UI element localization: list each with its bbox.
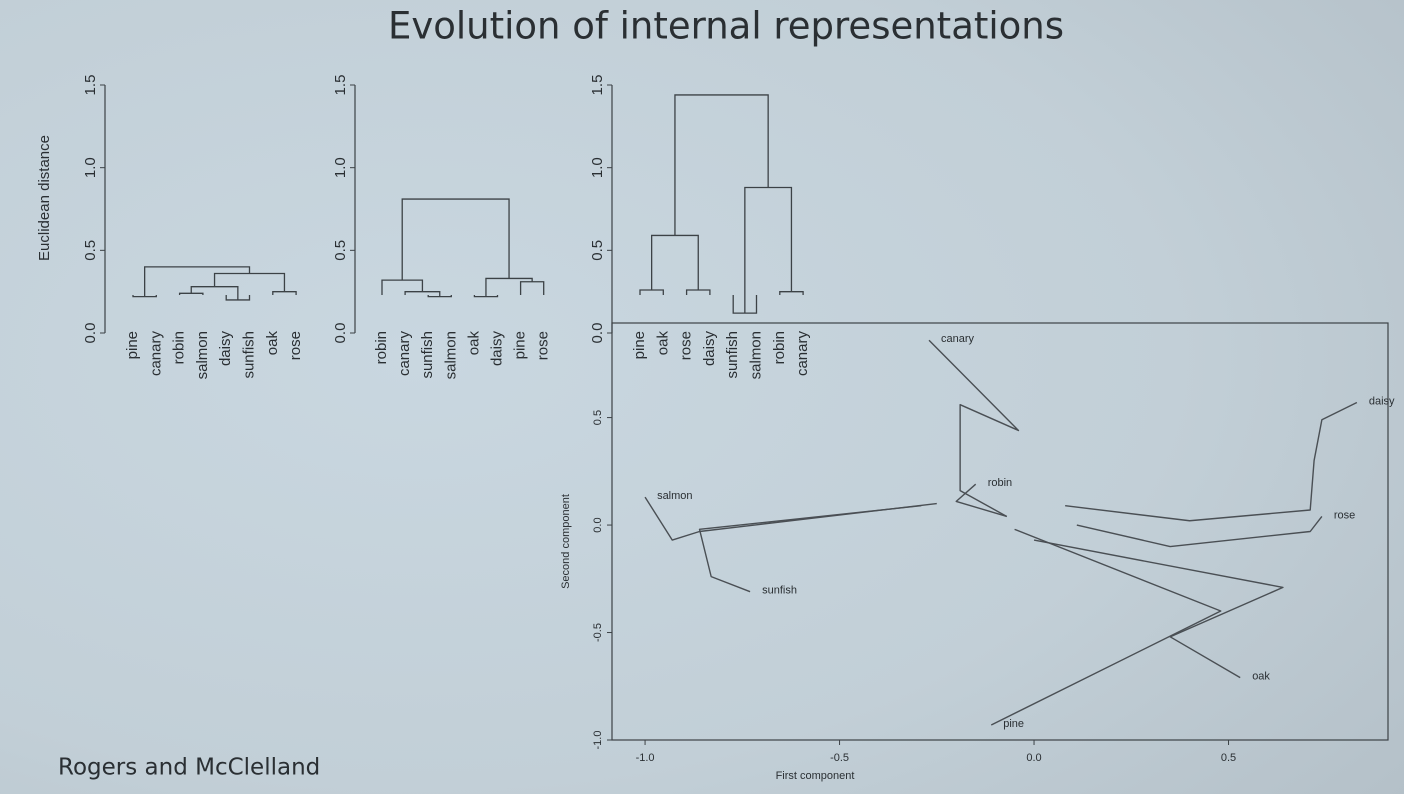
x-axis-label: First component bbox=[776, 770, 855, 782]
dendrogram-link bbox=[519, 281, 545, 295]
leaf-label: robin bbox=[171, 331, 188, 364]
trajectory-label: daisy bbox=[1369, 395, 1395, 407]
dendrogram-link bbox=[401, 198, 510, 281]
y-tick-label: 1.0 bbox=[332, 157, 349, 178]
dendrogram-link bbox=[144, 266, 251, 297]
leaf-label: daisy bbox=[488, 331, 505, 367]
leaf-label: rose bbox=[678, 331, 695, 360]
leaf-label: pine bbox=[631, 331, 648, 359]
dendrogram-link bbox=[132, 295, 157, 298]
leaf-label: sunfish bbox=[240, 331, 257, 379]
x-tick-label: -1.0 bbox=[636, 752, 655, 764]
trajectory-label: canary bbox=[941, 333, 975, 345]
trajectory-label: rose bbox=[1334, 509, 1355, 521]
x-tick-label: -0.5 bbox=[830, 752, 849, 764]
leaf-label: canary bbox=[147, 331, 164, 377]
leaf-label: oak bbox=[264, 331, 281, 356]
y-axis-label: Euclidean distance bbox=[36, 135, 53, 261]
x-tick-label: 0.5 bbox=[1221, 752, 1236, 764]
dendrogram-link bbox=[779, 291, 804, 295]
y-tick-label: 0.5 bbox=[82, 240, 99, 261]
leaf-label: pine bbox=[124, 331, 141, 359]
dendrogram-link bbox=[674, 94, 769, 236]
leaf-label: pine bbox=[512, 331, 529, 359]
leaf-label: oak bbox=[465, 331, 482, 356]
trajectory-label: robin bbox=[988, 477, 1012, 489]
leaf-label: rose bbox=[287, 331, 304, 360]
slide-title: Evolution of internal representations bbox=[388, 5, 1064, 48]
leaf-label: salmon bbox=[442, 331, 459, 379]
dendrogram-link bbox=[190, 286, 239, 300]
trajectory-label: pine bbox=[1003, 718, 1024, 730]
dendrogram-link bbox=[473, 295, 499, 298]
y-axis-label: Second component bbox=[560, 494, 572, 589]
trajectory-label: salmon bbox=[657, 490, 692, 502]
trajectory bbox=[990, 528, 1222, 726]
leaf-label: canary bbox=[396, 331, 413, 377]
dendrogram-link bbox=[427, 295, 452, 298]
leaf-label: sunfish bbox=[419, 331, 436, 379]
leaf-label: salmon bbox=[194, 331, 211, 379]
trajectory bbox=[955, 483, 1008, 518]
dendrogram-link bbox=[404, 291, 441, 297]
leaf-label: sunfish bbox=[724, 331, 741, 379]
y-tick-label: 1.0 bbox=[82, 157, 99, 178]
y-tick-label: 1.5 bbox=[589, 75, 606, 96]
trajectory bbox=[698, 505, 922, 593]
trajectory bbox=[1065, 401, 1358, 522]
leaf-label: salmon bbox=[747, 331, 764, 379]
leaf-label: robin bbox=[373, 331, 390, 364]
y-tick-label: 1.0 bbox=[589, 157, 606, 178]
y-tick-label: 0.0 bbox=[589, 323, 606, 344]
leaf-label: robin bbox=[771, 331, 788, 364]
plot-frame bbox=[611, 322, 1389, 741]
y-tick-label: 0.0 bbox=[332, 323, 349, 344]
x-tick-label: 0.0 bbox=[1026, 752, 1041, 764]
credit: Rogers and McClelland bbox=[58, 755, 320, 781]
trajectory bbox=[1076, 516, 1323, 548]
trajectory bbox=[644, 496, 937, 541]
leaf-label: daisy bbox=[701, 331, 718, 367]
y-tick-label: -1.0 bbox=[592, 731, 604, 750]
y-tick-label: 0.5 bbox=[592, 410, 604, 425]
leaf-label: daisy bbox=[217, 331, 234, 367]
leaf-label: oak bbox=[654, 331, 671, 356]
leaf-label: canary bbox=[794, 331, 811, 377]
y-tick-label: 0.0 bbox=[82, 323, 99, 344]
y-tick-label: 1.5 bbox=[82, 75, 99, 96]
y-tick-label: -0.5 bbox=[592, 623, 604, 642]
trajectory-label: oak bbox=[1252, 671, 1270, 683]
y-tick-label: 0.5 bbox=[332, 240, 349, 261]
y-tick-label: 0.5 bbox=[589, 240, 606, 261]
y-tick-label: 0.0 bbox=[592, 517, 604, 532]
dendrogram-link bbox=[744, 186, 793, 314]
dendrogram-link bbox=[272, 291, 297, 295]
leaf-label: rose bbox=[535, 331, 552, 360]
y-tick-label: 1.5 bbox=[332, 75, 349, 96]
trajectory bbox=[928, 339, 1020, 518]
trajectory bbox=[1033, 539, 1284, 679]
trajectory-label: sunfish bbox=[762, 585, 797, 597]
